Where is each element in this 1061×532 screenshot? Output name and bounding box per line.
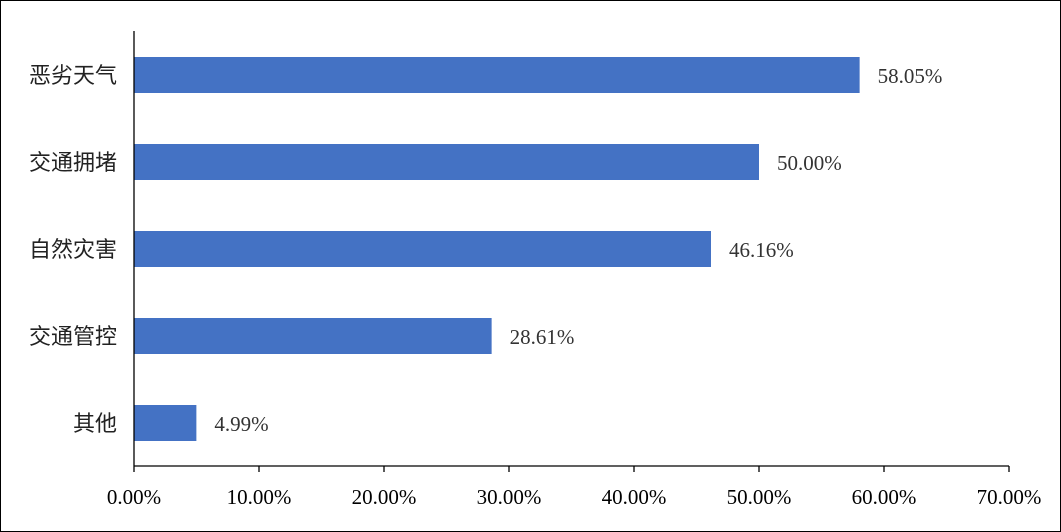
value-label-1: 50.00% (777, 151, 842, 175)
value-label-3: 28.61% (510, 325, 575, 349)
x-tick-label-1: 10.00% (227, 485, 292, 509)
category-label-4: 其他 (73, 412, 117, 437)
value-label-2: 46.16% (729, 238, 794, 262)
x-tick-label-2: 20.00% (352, 485, 417, 509)
category-label-3: 交通管控 (29, 325, 117, 350)
x-tick-label-5: 50.00% (727, 485, 792, 509)
bars-layer (134, 57, 860, 441)
bar-3 (134, 318, 492, 354)
x-tick-label-0: 0.00% (107, 485, 161, 509)
value-label-4: 4.99% (214, 412, 268, 436)
bar-2 (134, 231, 711, 267)
bar-4 (134, 405, 197, 441)
x-tick-label-3: 30.00% (477, 485, 542, 509)
category-label-0: 恶劣天气 (29, 64, 117, 89)
category-label-2: 自然灾害 (29, 238, 117, 263)
bar-1 (134, 144, 759, 180)
labels-layer: 恶劣天气 58.05% 交通拥堵 50.00% 自然灾害 46.16% 交通管控 28.61%… (29, 64, 942, 437)
x-tick-label-7: 70.00% (977, 485, 1042, 509)
bar-0 (134, 57, 860, 93)
x-tick-label-6: 60.00% (852, 485, 917, 509)
category-label-1: 交通拥堵 (29, 151, 117, 176)
value-label-0: 58.05% (878, 64, 943, 88)
x-tick-label-4: 40.00% (602, 485, 667, 509)
x-ticks-layer: 0.00% 10.00% 20.00% 30.00% 40.00% 50.00% 60.00… (107, 466, 1042, 509)
